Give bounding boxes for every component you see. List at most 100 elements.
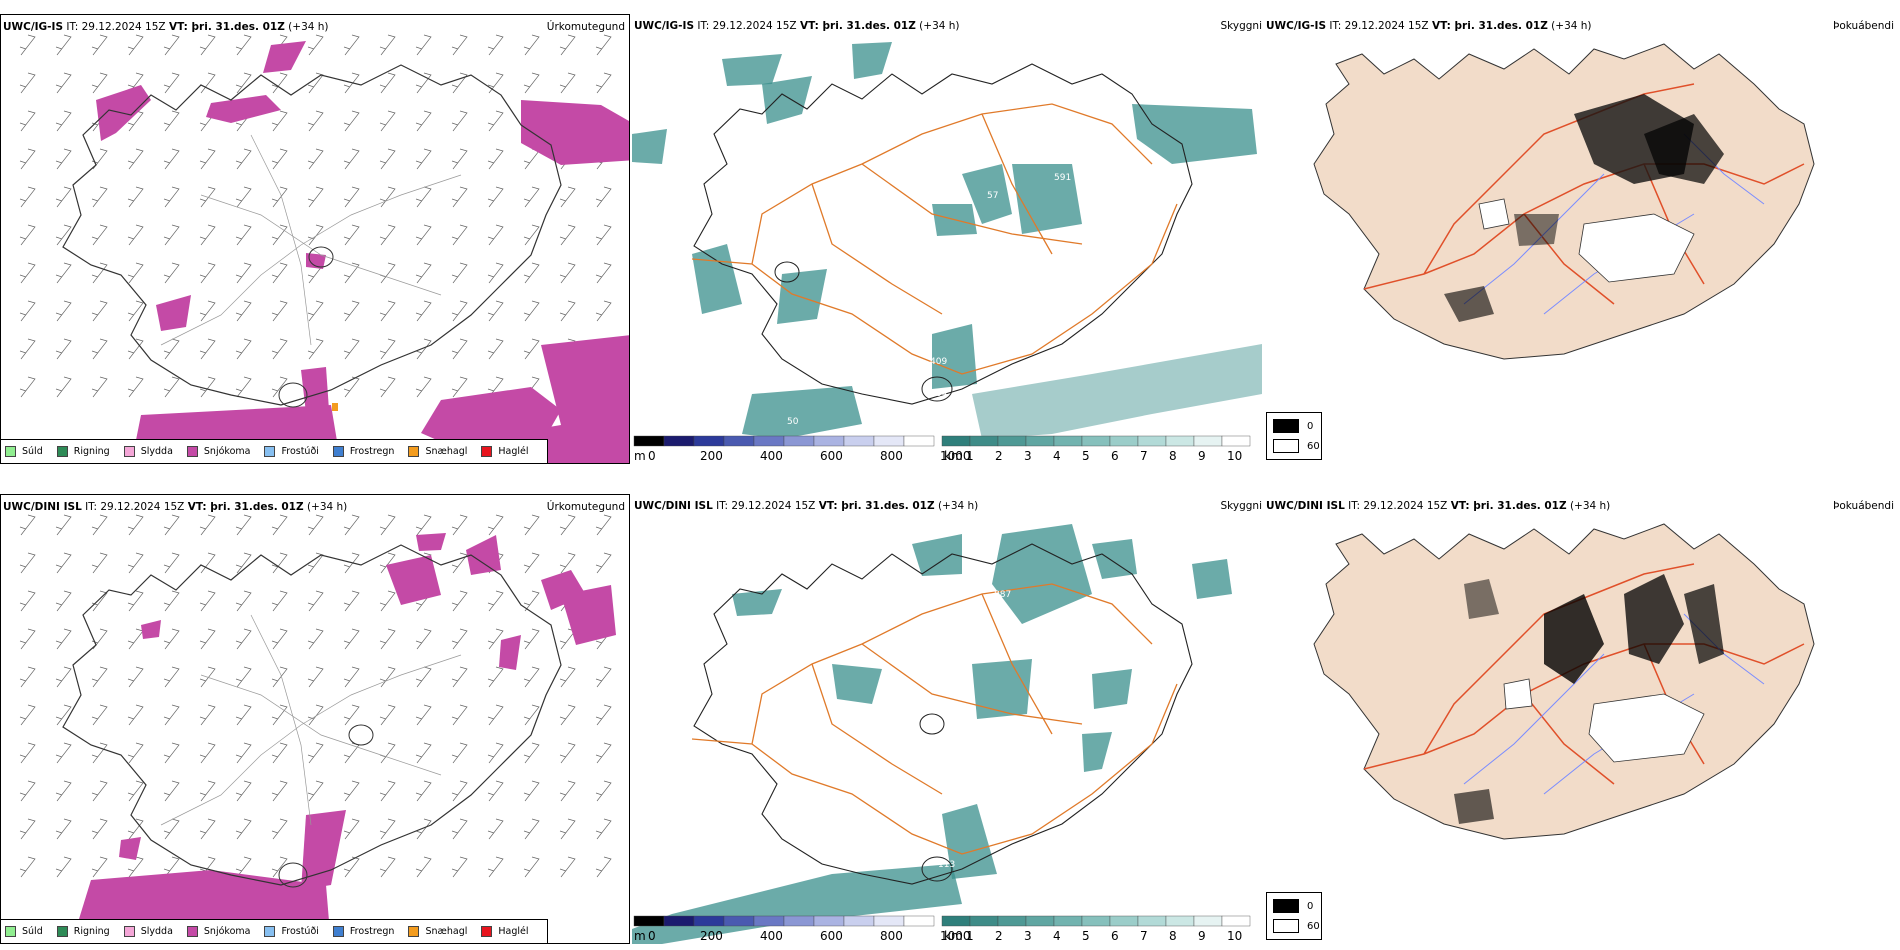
visibility-bar-tick: 7	[1140, 929, 1148, 943]
wind-barb	[163, 34, 180, 56]
wind-barb	[19, 224, 36, 246]
black-swatch	[1273, 899, 1299, 913]
vis-value: 184	[930, 389, 947, 399]
wind-barb	[487, 186, 504, 208]
wind-barb	[127, 818, 144, 840]
panel-label: Úrkomutegund	[546, 501, 625, 513]
wind-barb	[307, 186, 324, 208]
legend-label: Snjókoma	[203, 926, 251, 937]
visibility-bar-tick: 2	[995, 449, 1003, 463]
wind-barb	[343, 780, 360, 802]
wind-barb	[127, 552, 144, 574]
height-bar-unit: m	[634, 449, 646, 463]
wind-barb	[55, 300, 72, 322]
precip-type-legend: Súld Rigning Slydda Snjókoma Frostúði Frostre…	[1, 439, 548, 463]
visibility-bar-segment	[997, 435, 1027, 447]
visibility-bar-segment	[969, 435, 999, 447]
vis-value: 591	[1054, 173, 1071, 183]
wind-barb	[91, 742, 108, 764]
precip-legend-item: Frostúði	[264, 926, 319, 937]
wind-barb	[235, 856, 252, 878]
precip-legend-item: Snjókoma	[186, 446, 250, 457]
height-bar-segment	[783, 435, 815, 447]
visibility-bar-segment	[1109, 915, 1139, 927]
wind-barb	[163, 666, 180, 688]
wind-barb	[235, 338, 252, 360]
legend-swatch	[332, 926, 344, 937]
height-bar-tick: 0	[648, 449, 656, 463]
legend-swatch	[56, 926, 68, 937]
visibility-bar-tick: 5	[1082, 929, 1090, 943]
wind-barb	[487, 376, 504, 398]
wind-barb	[19, 704, 36, 726]
wind-barb	[271, 552, 288, 574]
wind-barb	[451, 780, 468, 802]
visibility-bar-tick: 4	[1053, 929, 1061, 943]
wind-barb	[415, 856, 432, 878]
legend-swatch	[5, 446, 16, 457]
wind-barb	[523, 34, 540, 56]
legend-label: Haglél	[498, 446, 529, 457]
wind-barb	[55, 338, 72, 360]
panel-title: UWC/IG-IS IT: 29.12.2024 15Z VT: þri. 31…	[1266, 20, 1592, 32]
wind-barb	[235, 704, 252, 726]
precip-legend-item: Frostregn	[332, 446, 395, 457]
wind-barb	[199, 818, 216, 840]
wind-barb	[163, 590, 180, 612]
visibility-bar-segment	[1137, 915, 1167, 927]
wind-barb	[307, 742, 324, 764]
precip-legend-item: Slydda	[123, 926, 173, 937]
panel-label: Þokuábendi	[1833, 20, 1894, 32]
visibility-bar-tick: 2	[995, 929, 1003, 943]
wind-barb	[451, 514, 468, 536]
wind-barb	[343, 72, 360, 94]
wind-barb	[451, 72, 468, 94]
init-time: IT: 29.12.2024 15Z	[716, 500, 816, 512]
wind-barb	[559, 224, 576, 246]
wind-barb	[235, 514, 252, 536]
wind-barb	[235, 552, 252, 574]
wind-barb	[451, 110, 468, 132]
fog-index-panel-top: UWC/IG-IS IT: 29.12.2024 15Z VT: þri. 31…	[1264, 14, 1900, 464]
wind-barb	[415, 376, 432, 398]
height-bar-tick: 400	[760, 929, 783, 943]
fog-map-bottom	[1313, 523, 1815, 840]
legend-swatch	[408, 926, 420, 937]
legend-label: Frostregn	[349, 446, 395, 457]
height-bar-segment	[843, 915, 875, 927]
height-bar-tick: 1000	[940, 929, 971, 943]
wind-barb	[451, 628, 468, 650]
wind-barb	[235, 666, 252, 688]
precip-legend-item: Frostregn	[332, 926, 394, 937]
wind-barb	[55, 376, 72, 398]
wind-barb	[91, 552, 108, 574]
wind-barb	[163, 338, 180, 360]
road-network	[1363, 83, 1805, 305]
wind-barb	[271, 110, 288, 132]
wind-barb	[199, 224, 216, 246]
fog-legend-row: 60	[1273, 919, 1320, 933]
wind-barb	[199, 704, 216, 726]
visibility-bar-tick: 8	[1169, 929, 1177, 943]
height-bar-segment	[903, 435, 935, 447]
wind-barb	[523, 856, 540, 878]
wind-barb	[523, 148, 540, 170]
wind-barb	[595, 262, 612, 284]
wind-barb	[55, 262, 72, 284]
height-bar-segment	[813, 915, 845, 927]
wind-barb	[487, 72, 504, 94]
model-name: UWC/DINI ISL	[634, 500, 713, 512]
wind-barb	[55, 110, 72, 132]
wind-barb	[163, 224, 180, 246]
visibility-bar-segment	[1081, 915, 1111, 927]
height-bar-tick: 600	[820, 449, 843, 463]
wind-barb	[271, 514, 288, 536]
visibility-colorbars: m 0 200 400 600 800 1000 km 1 2 3 4 5 6 7 8 9 10	[632, 914, 1262, 944]
wind-barb	[415, 514, 432, 536]
wind-barb	[19, 300, 36, 322]
height-bar-segment	[903, 915, 935, 927]
iceland-land	[1313, 43, 1815, 360]
fog-legend-row: 0	[1273, 419, 1313, 433]
wind-barb	[91, 300, 108, 322]
model-name: UWC/DINI ISL	[1266, 500, 1345, 512]
